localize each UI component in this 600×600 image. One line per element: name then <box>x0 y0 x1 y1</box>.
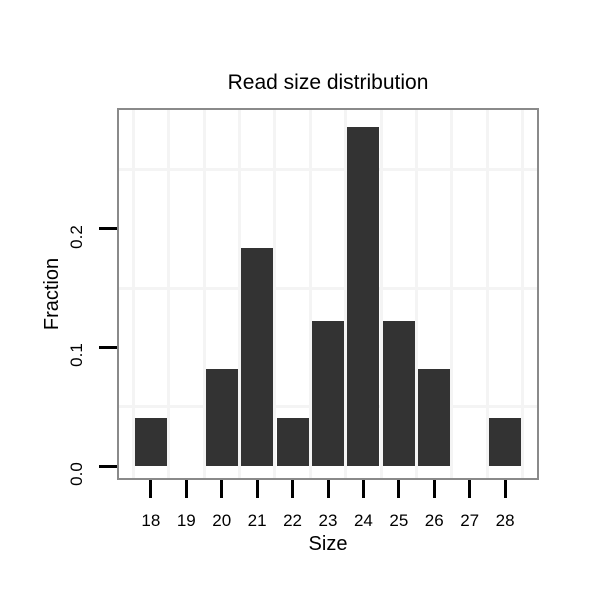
y-tick-label-0.2: 0.2 <box>67 224 86 249</box>
x-tick-label-28: 28 <box>495 511 515 530</box>
x-axis-label: Size <box>308 533 348 555</box>
bar-size-21 <box>241 248 274 467</box>
gridline-vertical-minor <box>485 110 489 478</box>
gridline-vertical-minor <box>131 110 135 478</box>
gridline-vertical-minor <box>415 110 419 478</box>
gridline-vertical-minor <box>237 110 241 478</box>
plot-area <box>119 110 537 478</box>
gridline-vertical-minor <box>344 110 348 478</box>
x-tick-label-22: 22 <box>283 511 303 530</box>
gridline-vertical-minor <box>450 110 454 478</box>
x-tick-26 <box>432 480 436 498</box>
gridline-vertical-minor <box>202 110 206 478</box>
x-tick-label-18: 18 <box>141 511 161 530</box>
gridline-vertical-minor <box>379 110 383 478</box>
x-tick-25 <box>397 480 401 498</box>
y-axis-label: Fraction <box>41 257 63 331</box>
x-tick-28 <box>503 480 507 498</box>
y-tick-0.1 <box>99 345 117 349</box>
x-tick-23 <box>326 480 330 498</box>
bar-size-26 <box>418 369 451 467</box>
y-tick-0.0 <box>99 464 117 468</box>
bar-size-28 <box>489 417 522 467</box>
bar-size-23 <box>312 320 344 467</box>
y-tick-label-0.0: 0.0 <box>67 462 86 486</box>
x-tick-21 <box>255 480 259 498</box>
x-tick-label-25: 25 <box>389 511 409 530</box>
gridline-vertical-minor <box>521 110 525 478</box>
x-tick-label-21: 21 <box>247 511 267 530</box>
x-tick-22 <box>291 480 295 498</box>
x-tick-label-27: 27 <box>460 511 480 530</box>
gridline-vertical-minor <box>273 110 277 478</box>
chart-title: Read size distribution <box>227 71 429 94</box>
gridline-vertical-minor <box>308 110 312 478</box>
bar-size-24 <box>347 126 380 467</box>
gridline-horizontal-minor <box>119 286 537 290</box>
x-tick-19 <box>184 480 188 498</box>
x-tick-label-20: 20 <box>212 511 232 530</box>
bar-size-20 <box>205 369 238 467</box>
bar-size-25 <box>382 320 415 467</box>
bar-size-18 <box>134 417 167 467</box>
x-tick-label-26: 26 <box>424 511 444 530</box>
y-tick-label-0.1: 0.1 <box>67 343 86 368</box>
x-tick-18 <box>149 480 153 498</box>
x-tick-24 <box>361 480 365 498</box>
x-tick-20 <box>220 480 224 498</box>
x-tick-label-23: 23 <box>318 511 338 530</box>
plot-panel <box>117 108 539 480</box>
bar-size-22 <box>276 417 309 467</box>
x-tick-label-24: 24 <box>353 511 373 530</box>
y-tick-0.2 <box>99 227 117 231</box>
x-tick-27 <box>468 480 472 498</box>
gridline-vertical-minor <box>167 110 171 478</box>
x-tick-label-19: 19 <box>176 511 196 530</box>
gridline-horizontal-minor <box>119 167 537 171</box>
